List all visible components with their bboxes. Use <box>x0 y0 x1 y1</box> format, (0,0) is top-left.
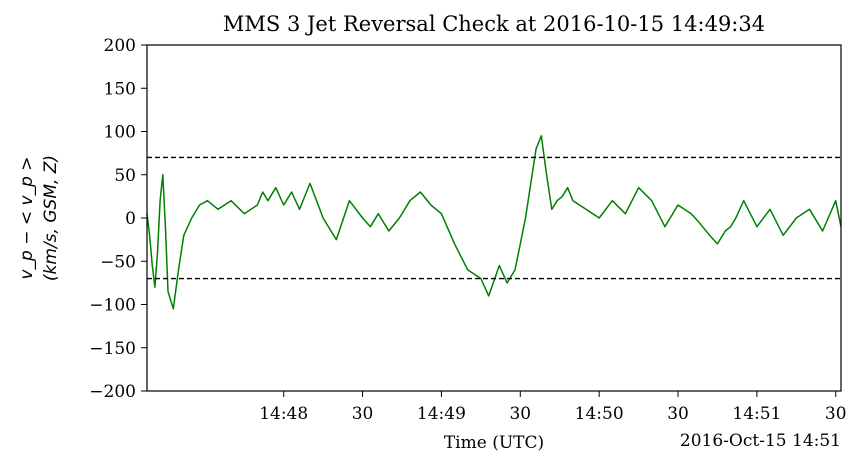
x-tick-label: 14:51 <box>732 404 781 424</box>
x-tick-label: 14:48 <box>259 404 308 424</box>
y-axis-ticks: 200 150 100 50 0 −50 −100 −150 −200 <box>89 36 147 402</box>
y-tick-label: 100 <box>104 123 136 143</box>
y-tick-label: −150 <box>89 339 136 359</box>
x-tick-label: 30 <box>825 404 847 424</box>
y-axis-label-line2: (km/s, GSM, Z) <box>41 155 61 281</box>
y-tick-label: 200 <box>104 36 136 56</box>
y-tick-label: −200 <box>89 382 136 402</box>
x-axis-ticks: 14:48 30 14:49 30 14:50 30 14:51 30 <box>259 391 847 424</box>
x-tick-label: 30 <box>352 404 374 424</box>
x-tick-label: 30 <box>667 404 689 424</box>
y-tick-label: −50 <box>100 252 136 272</box>
series-line-0 <box>146 135 842 310</box>
plot-area <box>146 135 842 310</box>
y-tick-label: −100 <box>89 296 136 316</box>
x-tick-label: 14:50 <box>575 404 624 424</box>
chart-title: MMS 3 Jet Reversal Check at 2016-10-15 1… <box>223 12 765 36</box>
x-axis-offset-label: 2016-Oct-15 14:51 <box>680 431 841 451</box>
plot-frame <box>146 44 842 392</box>
y-tick-label: 150 <box>104 79 136 99</box>
x-axis-label: Time (UTC) <box>444 433 544 453</box>
x-tick-label: 30 <box>509 404 531 424</box>
y-axis-label-line1: v_p − < v_p > <box>17 156 37 279</box>
y-tick-label: 0 <box>125 209 136 229</box>
y-tick-label: 50 <box>114 166 136 186</box>
x-tick-label: 14:49 <box>417 404 466 424</box>
